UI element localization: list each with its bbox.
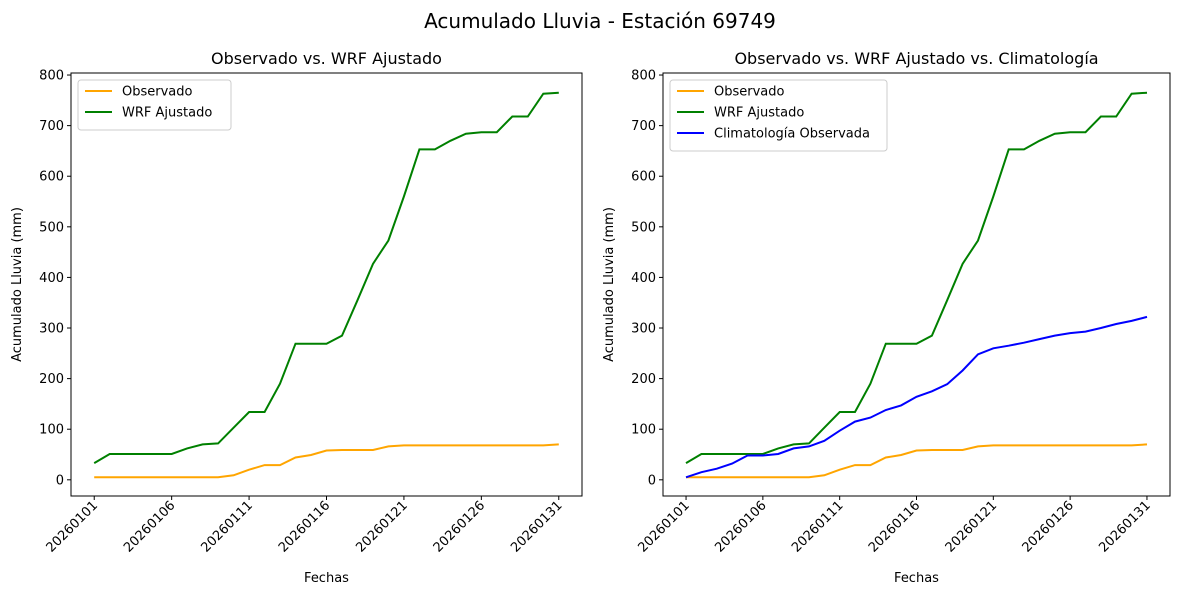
x-tick-label: 20260106 bbox=[121, 498, 178, 555]
legend-label: Observado bbox=[714, 85, 785, 100]
legend-label: Observado bbox=[122, 85, 193, 100]
y-tick-label: 400 bbox=[39, 271, 64, 286]
chart-1: Observado vs. WRF Ajustado 0 100 200 300 400 5… bbox=[10, 49, 583, 586]
series-line-wrf-ajustado bbox=[93, 91, 559, 464]
x-tick-label: 20260126 bbox=[431, 498, 488, 555]
figure-title: Acumulado Lluvia - Estación 69749 bbox=[424, 9, 776, 33]
x-tick-label: 20260116 bbox=[866, 498, 923, 555]
axes-frame bbox=[662, 72, 1171, 497]
x-axis-label: Fechas bbox=[894, 571, 939, 586]
y-tick-label: 400 bbox=[631, 271, 656, 286]
series-line-climatolog-a-observada bbox=[685, 315, 1148, 479]
legend-label: WRF Ajustado bbox=[714, 106, 804, 121]
y-tick-label: 800 bbox=[631, 69, 656, 84]
y-tick-label: 700 bbox=[631, 119, 656, 134]
y-tick-label: 500 bbox=[631, 220, 656, 235]
axes-frame bbox=[70, 72, 583, 497]
y-tick-label: 0 bbox=[56, 473, 64, 488]
y-tick-label: 800 bbox=[39, 69, 64, 84]
y-axis-label: Acumulado Lluvia (mm) bbox=[602, 207, 617, 362]
x-tick-label: 20260111 bbox=[199, 498, 256, 555]
legend: Observado WRF Ajustado bbox=[77, 79, 232, 131]
y-tick-label: 500 bbox=[39, 220, 64, 235]
y-axis-label: Acumulado Lluvia (mm) bbox=[10, 207, 25, 362]
x-tick-label: 20260101 bbox=[635, 498, 692, 555]
legend-label: Climatología Observada bbox=[714, 127, 870, 142]
y-tick-label: 0 bbox=[648, 473, 656, 488]
series-line-observado bbox=[686, 443, 1148, 479]
y-tick-label: 600 bbox=[39, 170, 64, 185]
chart-title: Observado vs. WRF Ajustado bbox=[211, 49, 442, 68]
x-tick-label: 20260101 bbox=[44, 498, 101, 555]
x-axis-label: Fechas bbox=[304, 571, 349, 586]
x-tick-label: 20260106 bbox=[712, 498, 769, 555]
x-tick-label: 20260131 bbox=[1096, 498, 1153, 555]
x-tick-label: 20260121 bbox=[943, 498, 1000, 555]
x-tick-label: 20260131 bbox=[508, 498, 565, 555]
chart-2: Observado vs. WRF Ajustado vs. Climatolo… bbox=[602, 49, 1171, 586]
y-tick-label: 200 bbox=[631, 372, 656, 387]
y-tick-label: 300 bbox=[631, 322, 656, 337]
series-line-observado bbox=[94, 443, 559, 479]
x-tick-label: 20260111 bbox=[789, 498, 846, 555]
x-tick-label: 20260121 bbox=[353, 498, 410, 555]
chart-title: Observado vs. WRF Ajustado vs. Climatolo… bbox=[734, 49, 1098, 68]
series-line-wrf-ajustado bbox=[685, 91, 1148, 464]
y-tick-label: 100 bbox=[39, 423, 64, 438]
x-tick-label: 20260116 bbox=[276, 498, 333, 555]
legend: Observado WRF Ajustado Climatología Observ… bbox=[669, 79, 888, 152]
y-tick-label: 100 bbox=[631, 423, 656, 438]
legend-label: WRF Ajustado bbox=[122, 106, 212, 121]
x-tick-label: 20260126 bbox=[1020, 498, 1077, 555]
legend-box bbox=[669, 79, 888, 152]
legend-box bbox=[77, 79, 232, 131]
y-tick-label: 600 bbox=[631, 170, 656, 185]
y-tick-label: 200 bbox=[39, 372, 64, 387]
y-tick-label: 300 bbox=[39, 322, 64, 337]
y-tick-label: 700 bbox=[39, 119, 64, 134]
